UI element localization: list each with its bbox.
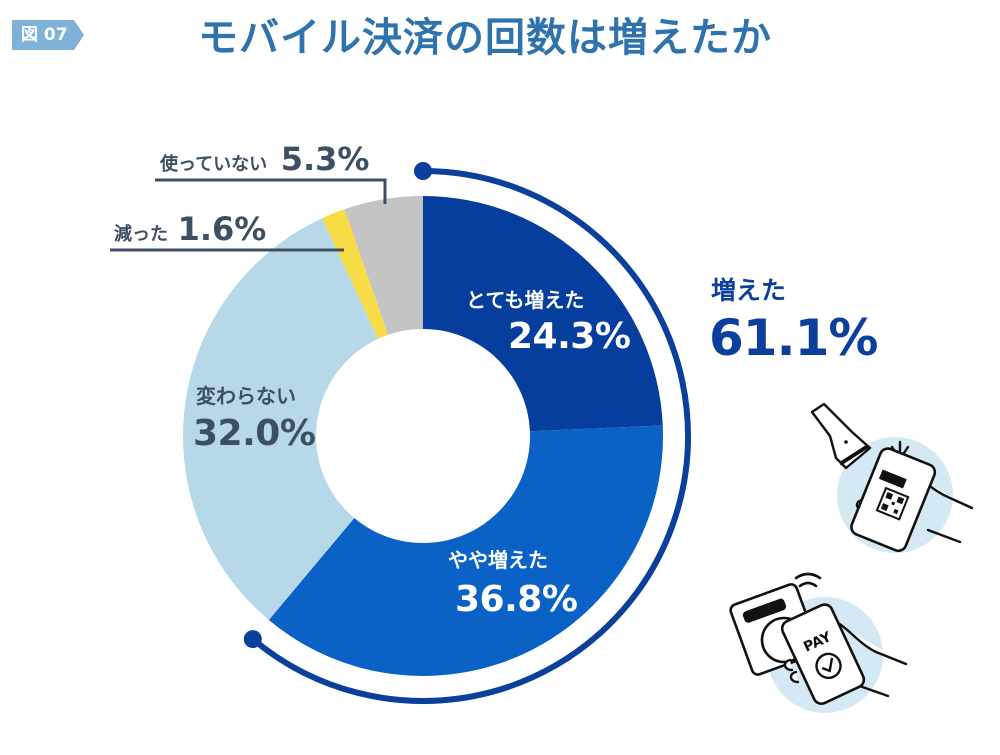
donut-segment	[182, 218, 423, 620]
label-not-used-name: 使っていない	[160, 154, 268, 175]
label-not-used-value: 5.3%	[280, 140, 370, 178]
label-decreased-value: 1.6%	[177, 210, 267, 248]
label-decreased: 減った 1.6%	[114, 210, 266, 248]
label-unchanged-name: 変わらない	[196, 384, 296, 408]
nfc-card-reader-phone-pay-icon: PAY	[729, 572, 908, 713]
leader-line-not-used	[155, 178, 387, 204]
label-increased-total-name: 増えた	[711, 276, 787, 305]
leader-lines	[110, 178, 387, 252]
label-very-increased-name: とても増えた	[466, 288, 585, 312]
badge-arrow-shape	[12, 20, 84, 50]
label-very-increased-value: 24.3%	[508, 316, 631, 357]
label-not-used: 使っていない 5.3%	[160, 140, 369, 178]
bracket-arc-end-dot	[414, 162, 432, 180]
label-decreased-name: 減った	[114, 224, 168, 245]
bracket-arc-line	[250, 168, 691, 704]
label-increased-total-value: 61.1%	[709, 309, 878, 367]
label-slightly-increased-value: 36.8%	[455, 579, 578, 620]
barcode-scanner-phone-qr-icon	[810, 402, 974, 553]
badge-label: 図 07	[21, 25, 68, 45]
figure-badge: 図 07	[12, 20, 84, 50]
chart-title: モバイル決済の回数は増えたか	[198, 15, 772, 61]
donut-segment	[268, 425, 663, 676]
increased-bracket-arc	[243, 162, 691, 704]
label-unchanged-value: 32.0%	[193, 413, 316, 454]
donut-hole	[316, 329, 530, 543]
label-slightly-increased-name: やや増えた	[448, 548, 548, 572]
bracket-arc-end-dot	[243, 630, 262, 649]
